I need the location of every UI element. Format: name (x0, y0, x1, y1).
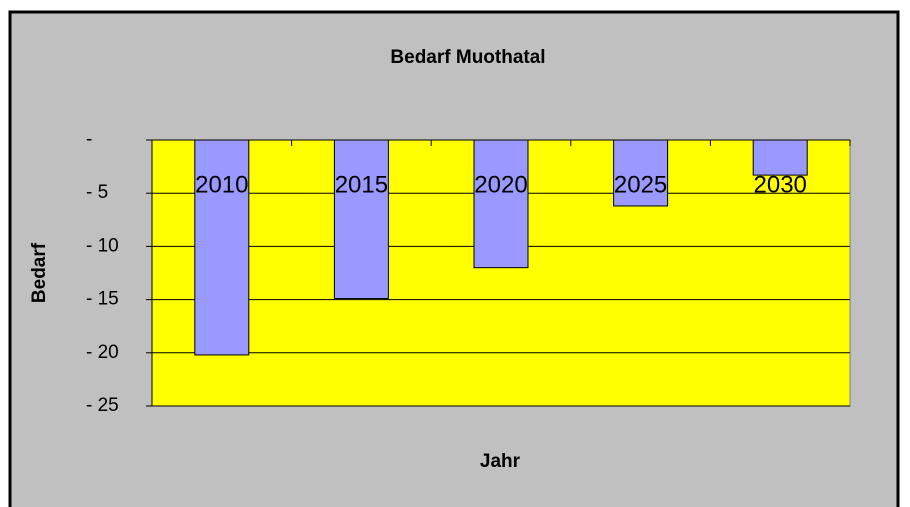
x-tick-label: 2020 (474, 171, 527, 198)
y-tick-label: - 10 (86, 235, 119, 256)
y-tick-label: - (86, 129, 92, 150)
bar (752, 139, 808, 176)
x-tick-label: 2030 (754, 171, 807, 198)
bar (473, 139, 529, 269)
chart-title: Bedarf Muothatal (390, 47, 545, 68)
y-tick-label: - 25 (86, 395, 119, 416)
bar (613, 139, 669, 207)
x-tick-label: 2010 (195, 171, 248, 198)
y-tick-label: - 20 (86, 342, 119, 363)
x-tick-label: 2015 (335, 171, 388, 198)
bar (194, 139, 250, 356)
bar (333, 139, 389, 300)
x-tick-label: 2025 (614, 171, 667, 198)
y-axis-label: Bedarf (29, 242, 50, 303)
x-axis-label: Jahr (480, 451, 521, 472)
y-tick-label: - 5 (86, 182, 108, 203)
y-tick-label: - 15 (86, 289, 119, 310)
